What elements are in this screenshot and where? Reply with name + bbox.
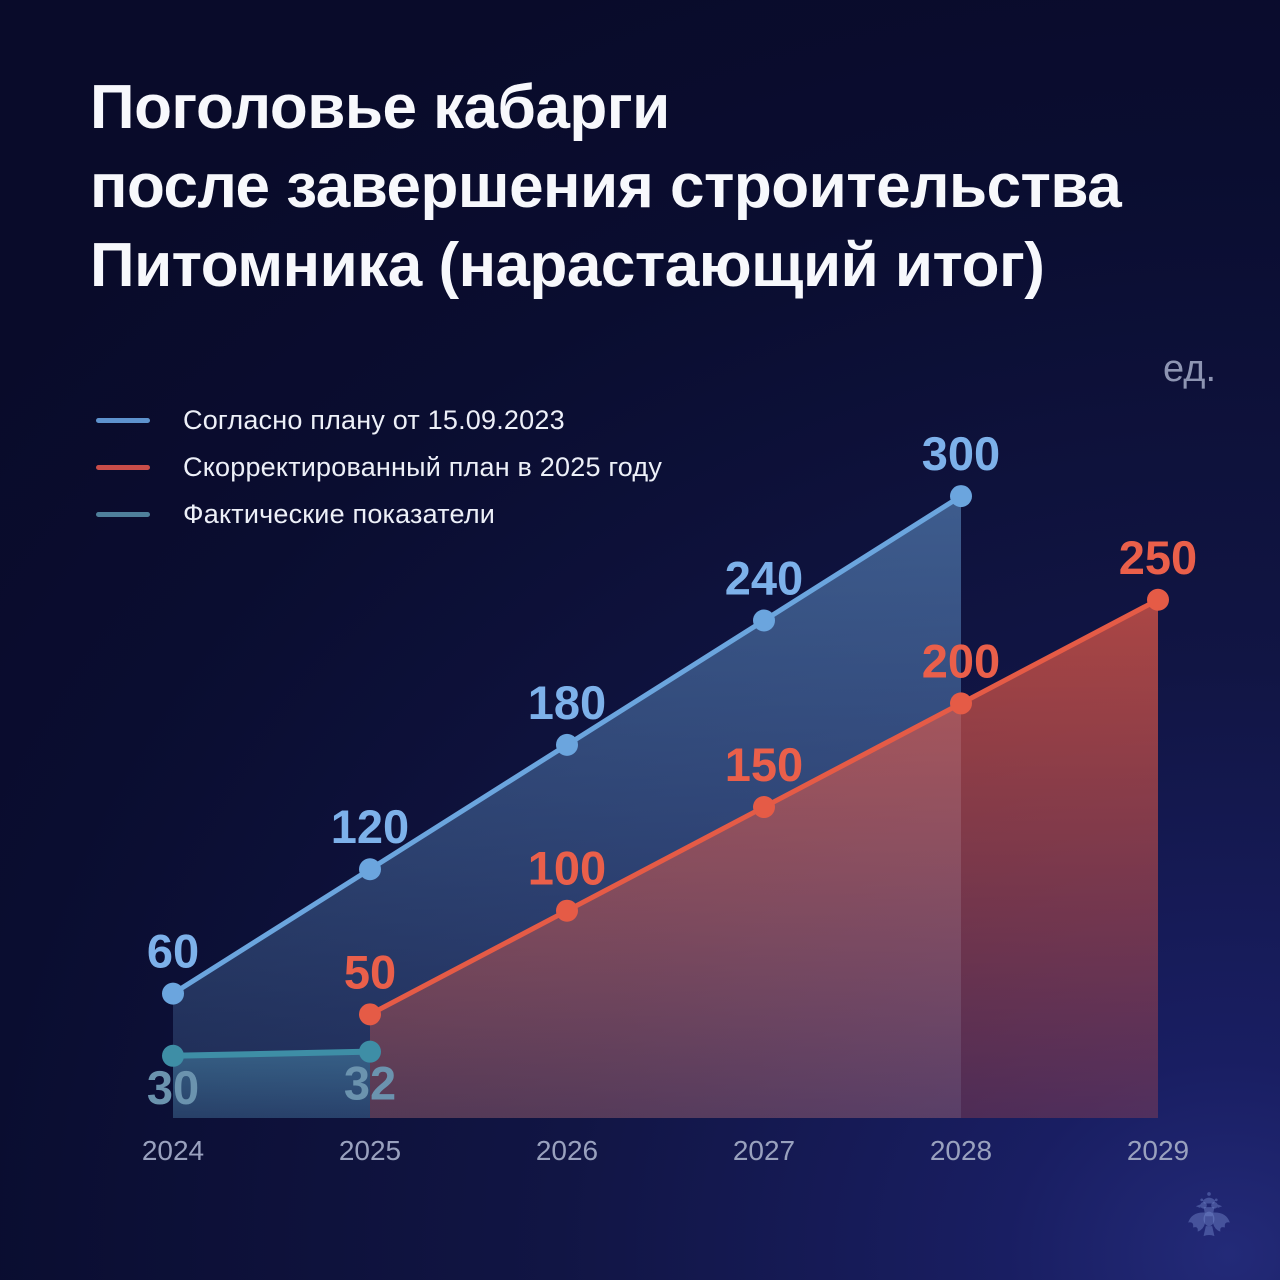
legend-item-actual: Фактические показатели: [96, 498, 662, 531]
data-point-plan-adjusted-2025: [556, 899, 578, 922]
legend-swatch-actual: [96, 512, 150, 517]
x-axis-label: 2026: [536, 1135, 598, 1166]
title-line-2: после завершения строительства: [90, 152, 1122, 221]
legend-swatch-plan-2023: [96, 418, 150, 423]
data-point-plan-2023: [359, 858, 381, 881]
data-point-plan-2023: [950, 485, 972, 508]
legend-label-plan-adjusted-2025: Скорректированный план в 2025 году: [183, 452, 663, 482]
x-axis-label: 2024: [142, 1135, 204, 1166]
legend-item-plan-2023: Согласно плану от 15.09.2023: [96, 404, 662, 437]
value-label-plan-2023: 240: [725, 551, 803, 604]
value-label-plan-adjusted-2025: 250: [1119, 531, 1197, 584]
data-point-plan-adjusted-2025: [1147, 588, 1169, 611]
coat-of-arms-logo: [1180, 1189, 1238, 1247]
data-point-plan-adjusted-2025: [753, 796, 775, 819]
value-label-actual: 30: [147, 1061, 199, 1114]
legend-swatch-plan-adjusted-2025: [96, 465, 150, 470]
value-label-plan-2023: 60: [147, 925, 199, 978]
series-line-actual: [170, 1048, 373, 1059]
value-label-plan-adjusted-2025: 100: [528, 842, 606, 895]
legend-label-actual: Фактические показатели: [183, 499, 496, 529]
data-point-plan-adjusted-2025: [950, 692, 972, 715]
value-label-plan-2023: 120: [331, 800, 409, 853]
value-label-plan-2023: 300: [922, 427, 1000, 480]
series-area-actual: [173, 1051, 370, 1118]
x-axis-label: 2028: [930, 1135, 992, 1166]
data-point-actual: [359, 1040, 381, 1063]
data-point-plan-adjusted-2025: [359, 1003, 381, 1026]
title-line-1: Поголовье кабарги: [90, 73, 670, 142]
chart-title: Поголовье кабарги после завершения строи…: [90, 68, 1122, 305]
legend: Согласно плану от 15.09.2023 Скорректиров…: [96, 404, 662, 545]
data-point-plan-2023: [162, 982, 184, 1005]
x-axis-label: 2025: [339, 1135, 401, 1166]
title-line-3: Питомника (нарастающий итог): [90, 231, 1045, 300]
value-label-plan-adjusted-2025: 150: [725, 738, 803, 791]
value-label-plan-adjusted-2025: 200: [922, 634, 1000, 687]
value-label-actual: 32: [344, 1057, 396, 1110]
unit-label: ед.: [1162, 348, 1216, 390]
legend-label-plan-2023: Согласно плану от 15.09.2023: [183, 405, 565, 435]
data-point-plan-2023: [556, 733, 578, 756]
series-area-plan-adjusted-2025: [370, 599, 1158, 1118]
x-axis-label: 2027: [733, 1135, 795, 1166]
data-point-plan-2023: [753, 609, 775, 632]
double-headed-eagle-icon: [1188, 1192, 1230, 1237]
x-axis-label: 2029: [1127, 1135, 1189, 1166]
value-label-plan-adjusted-2025: 50: [344, 945, 396, 998]
legend-item-plan-adjusted-2025: Скорректированный план в 2025 году: [96, 451, 662, 484]
value-label-plan-2023: 180: [528, 676, 606, 729]
data-point-actual: [162, 1044, 184, 1067]
